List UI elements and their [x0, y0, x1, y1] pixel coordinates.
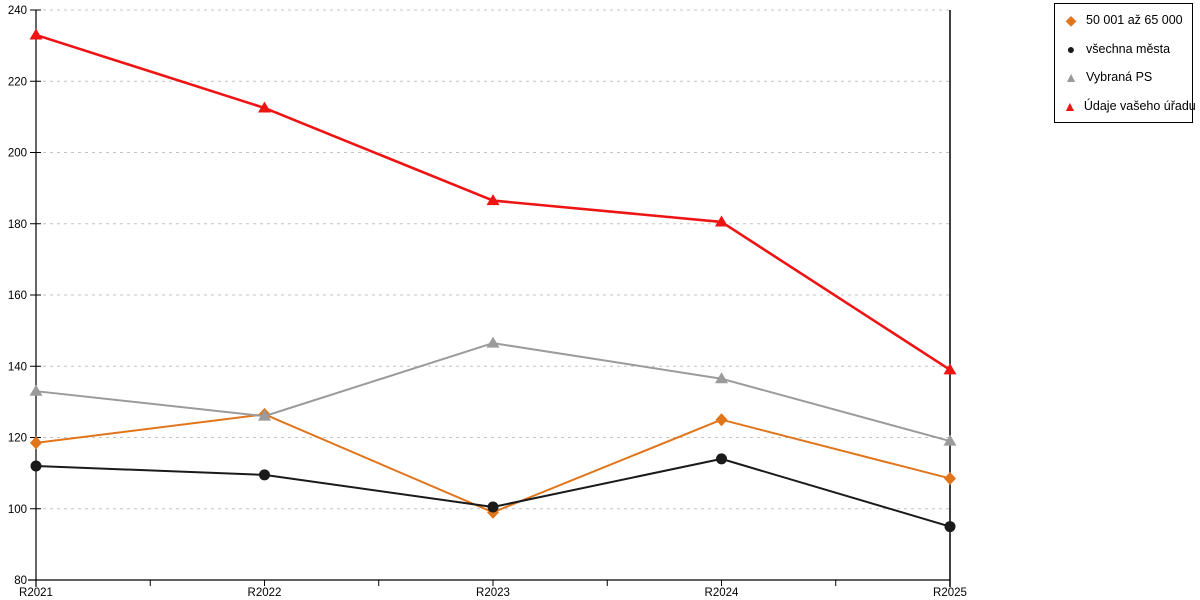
data-point-triangle — [486, 194, 500, 206]
legend-label: 50 001 až 65 000 — [1086, 13, 1183, 28]
x-tick-label: R2021 — [19, 587, 53, 599]
legend-item-4: ▲ Údaje vašeho úřadu — [1063, 92, 1196, 121]
x-tick-label: R2023 — [476, 587, 510, 599]
data-point-diamond — [30, 436, 42, 450]
y-tick-label: 240 — [8, 5, 27, 17]
data-point-triangle — [943, 434, 957, 446]
data-point-diamond — [944, 471, 956, 485]
legend-item-1: ◆ 50 001 až 65 000 — [1063, 6, 1192, 35]
triangle-marker-icon: ▲ — [1063, 97, 1077, 114]
diamond-marker-icon: ◆ — [1065, 12, 1077, 29]
data-point-circle — [944, 521, 956, 533]
x-tick-label: R2022 — [248, 587, 282, 599]
series-line-1 — [35, 413, 951, 514]
y-tick-label: 100 — [8, 504, 27, 516]
legend-label: všechna města — [1086, 41, 1171, 56]
data-point-triangle — [29, 384, 43, 396]
y-tick-label: 160 — [8, 290, 27, 302]
legend-label: Údaje vašeho úřadu — [1083, 98, 1196, 113]
circle-marker-icon: ● — [1066, 40, 1076, 57]
triangle-marker-icon: ▲ — [1064, 69, 1078, 86]
y-tick-label: 220 — [8, 76, 27, 88]
data-point-circle — [259, 469, 270, 481]
y-tick-label: 180 — [8, 219, 27, 231]
y-tick-label: 200 — [8, 148, 27, 160]
legend-label: Vybraná PS — [1086, 70, 1153, 85]
y-tick-label: 140 — [8, 361, 27, 373]
legend-item-2: ● všechna města — [1063, 35, 1192, 64]
y-tick-label: 120 — [8, 433, 27, 445]
x-tick-label: R2024 — [705, 587, 739, 599]
y-tick-label: 80 — [14, 575, 27, 587]
data-point-circle — [487, 501, 499, 513]
legend-item-3: ▲ Vybraná PS — [1063, 63, 1192, 92]
data-point-triangle — [258, 101, 271, 113]
data-point-triangle — [486, 336, 500, 348]
data-point-triangle — [715, 215, 728, 227]
data-point-diamond — [715, 413, 728, 427]
data-point-circle — [716, 453, 727, 465]
data-point-triangle — [258, 409, 271, 421]
data-point-triangle — [715, 372, 728, 384]
data-point-triangle — [943, 363, 957, 375]
data-point-triangle — [29, 28, 43, 40]
x-tick-label: R2025 — [933, 587, 967, 599]
legend: ◆ 50 001 až 65 000 ● všechna města ▲ Vybraná … — [1054, 3, 1196, 123]
data-point-circle — [30, 460, 42, 472]
